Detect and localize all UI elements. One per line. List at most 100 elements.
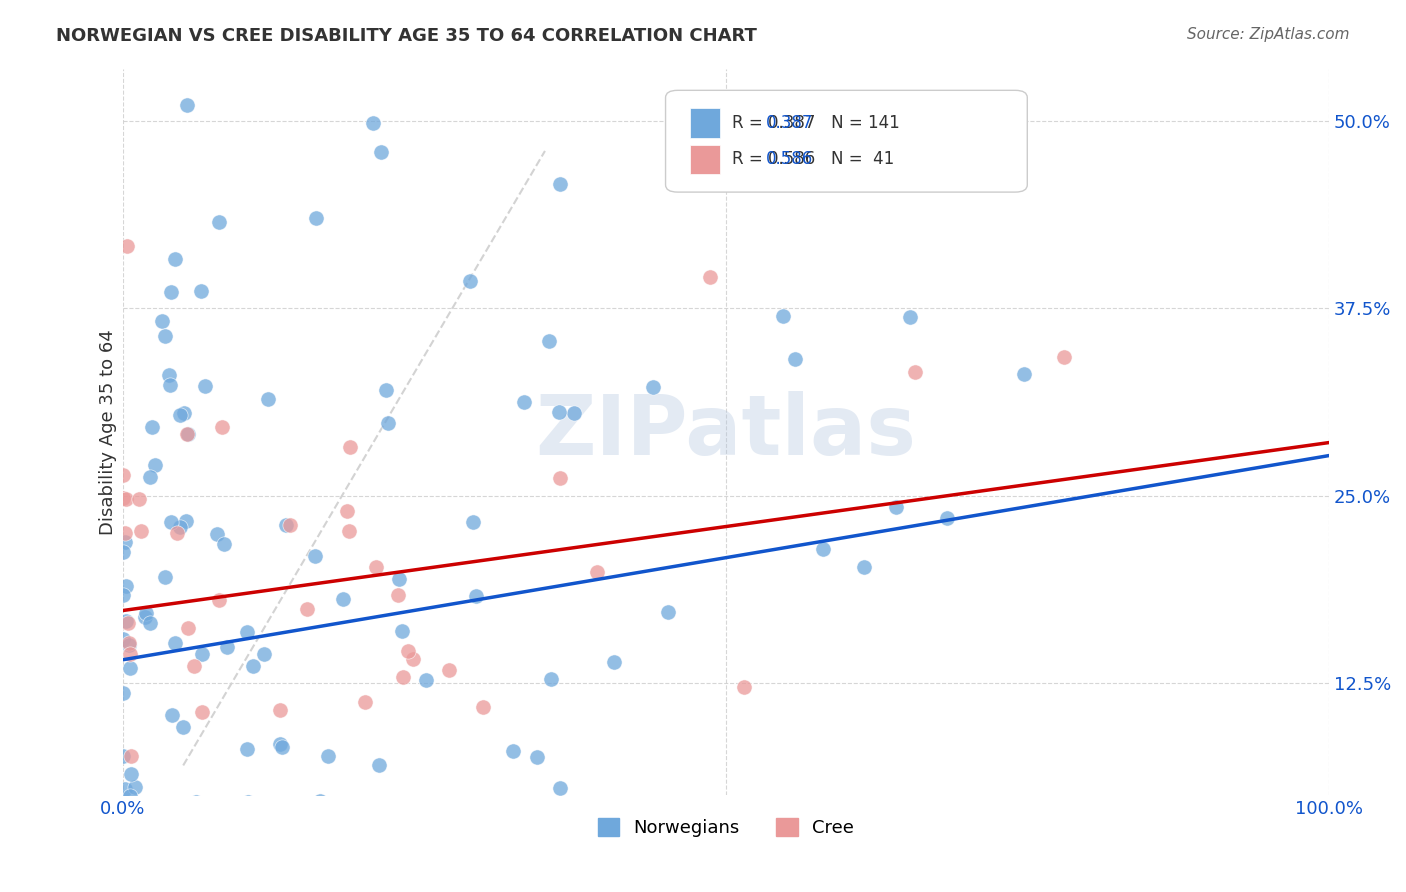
Norwegians [112, 588, 135, 602]
Cree [699, 269, 721, 284]
Norwegians [236, 795, 259, 809]
Y-axis label: Disability Age 35 to 64: Disability Age 35 to 64 [100, 329, 117, 535]
Norwegians [135, 606, 157, 620]
Norwegians [305, 211, 328, 226]
Cree [548, 471, 571, 485]
Norwegians [368, 757, 391, 772]
Norwegians [112, 748, 135, 763]
Norwegians [308, 39, 330, 54]
Cree [402, 652, 425, 666]
Norwegians [136, 855, 159, 870]
Norwegians [173, 840, 195, 855]
Norwegians [308, 855, 330, 870]
Norwegians [302, 855, 325, 870]
Norwegians [153, 855, 176, 870]
Cree [387, 588, 409, 602]
Norwegians [935, 511, 957, 525]
Text: ZIPatlas: ZIPatlas [536, 392, 917, 473]
Cree [208, 592, 231, 607]
Norwegians [114, 781, 136, 796]
Norwegians [772, 309, 794, 323]
Norwegians [540, 673, 562, 687]
Cree [335, 504, 357, 518]
Norwegians [134, 609, 156, 624]
Norwegians [463, 515, 485, 529]
Norwegians [141, 855, 163, 870]
Norwegians [159, 378, 181, 392]
Norwegians [370, 145, 392, 159]
Cree [183, 659, 205, 673]
Norwegians [374, 383, 396, 397]
Norwegians [146, 39, 169, 54]
Norwegians [142, 833, 165, 847]
Norwegians [332, 591, 354, 606]
Norwegians [111, 818, 134, 832]
Norwegians [215, 640, 238, 654]
Norwegians [269, 737, 291, 751]
Norwegians [177, 426, 200, 441]
Norwegians [122, 800, 145, 814]
Norwegians [657, 605, 679, 619]
Norwegians [153, 569, 176, 583]
Norwegians [120, 767, 142, 781]
FancyBboxPatch shape [665, 90, 1028, 192]
Cree [353, 695, 375, 709]
Cree [118, 636, 141, 650]
Norwegians [464, 589, 486, 603]
Cree [586, 565, 609, 579]
Cree [396, 644, 419, 658]
Norwegians [176, 98, 198, 112]
Norwegians [160, 708, 183, 723]
Text: 0.586: 0.586 [766, 151, 813, 169]
Norwegians [157, 368, 180, 383]
Norwegians [242, 659, 264, 673]
FancyBboxPatch shape [690, 109, 720, 137]
Norwegians [394, 39, 416, 54]
Norwegians [118, 855, 141, 870]
Norwegians [207, 855, 229, 870]
Norwegians [852, 559, 875, 574]
Norwegians [641, 380, 664, 394]
Cree [111, 467, 134, 482]
Cree [211, 420, 233, 434]
Norwegians [150, 816, 173, 830]
Text: R = 0.586   N =  41: R = 0.586 N = 41 [733, 151, 894, 169]
Cree [364, 560, 387, 574]
Norwegians [160, 850, 183, 864]
Cree [117, 616, 139, 631]
Norwegians [173, 406, 195, 420]
Norwegians [374, 855, 396, 870]
Norwegians [603, 655, 626, 669]
Norwegians [678, 855, 700, 870]
Norwegians [388, 572, 411, 586]
Cree [128, 492, 150, 507]
Cree [406, 855, 429, 870]
Norwegians [139, 615, 162, 630]
Norwegians [363, 116, 385, 130]
Norwegians [121, 855, 143, 870]
Norwegians [141, 420, 163, 434]
Norwegians [201, 817, 224, 831]
Norwegians [304, 549, 326, 563]
Norwegians [145, 855, 167, 870]
Norwegians [150, 314, 173, 328]
Norwegians [190, 284, 212, 298]
Cree [437, 664, 460, 678]
Cree [115, 492, 138, 507]
Text: Source: ZipAtlas.com: Source: ZipAtlas.com [1187, 27, 1350, 42]
Norwegians [163, 252, 186, 267]
Norwegians [124, 780, 146, 795]
Norwegians [309, 794, 332, 808]
Cree [733, 680, 755, 694]
Norwegians [191, 647, 214, 661]
Cree [120, 647, 142, 661]
Text: 0.387: 0.387 [766, 114, 813, 132]
Cree [112, 491, 135, 505]
Norwegians [562, 406, 585, 420]
Norwegians [120, 855, 142, 870]
Norwegians [783, 351, 806, 366]
Norwegians [269, 855, 291, 870]
Norwegians [124, 855, 146, 870]
Norwegians [537, 334, 560, 349]
Norwegians [1012, 367, 1035, 381]
